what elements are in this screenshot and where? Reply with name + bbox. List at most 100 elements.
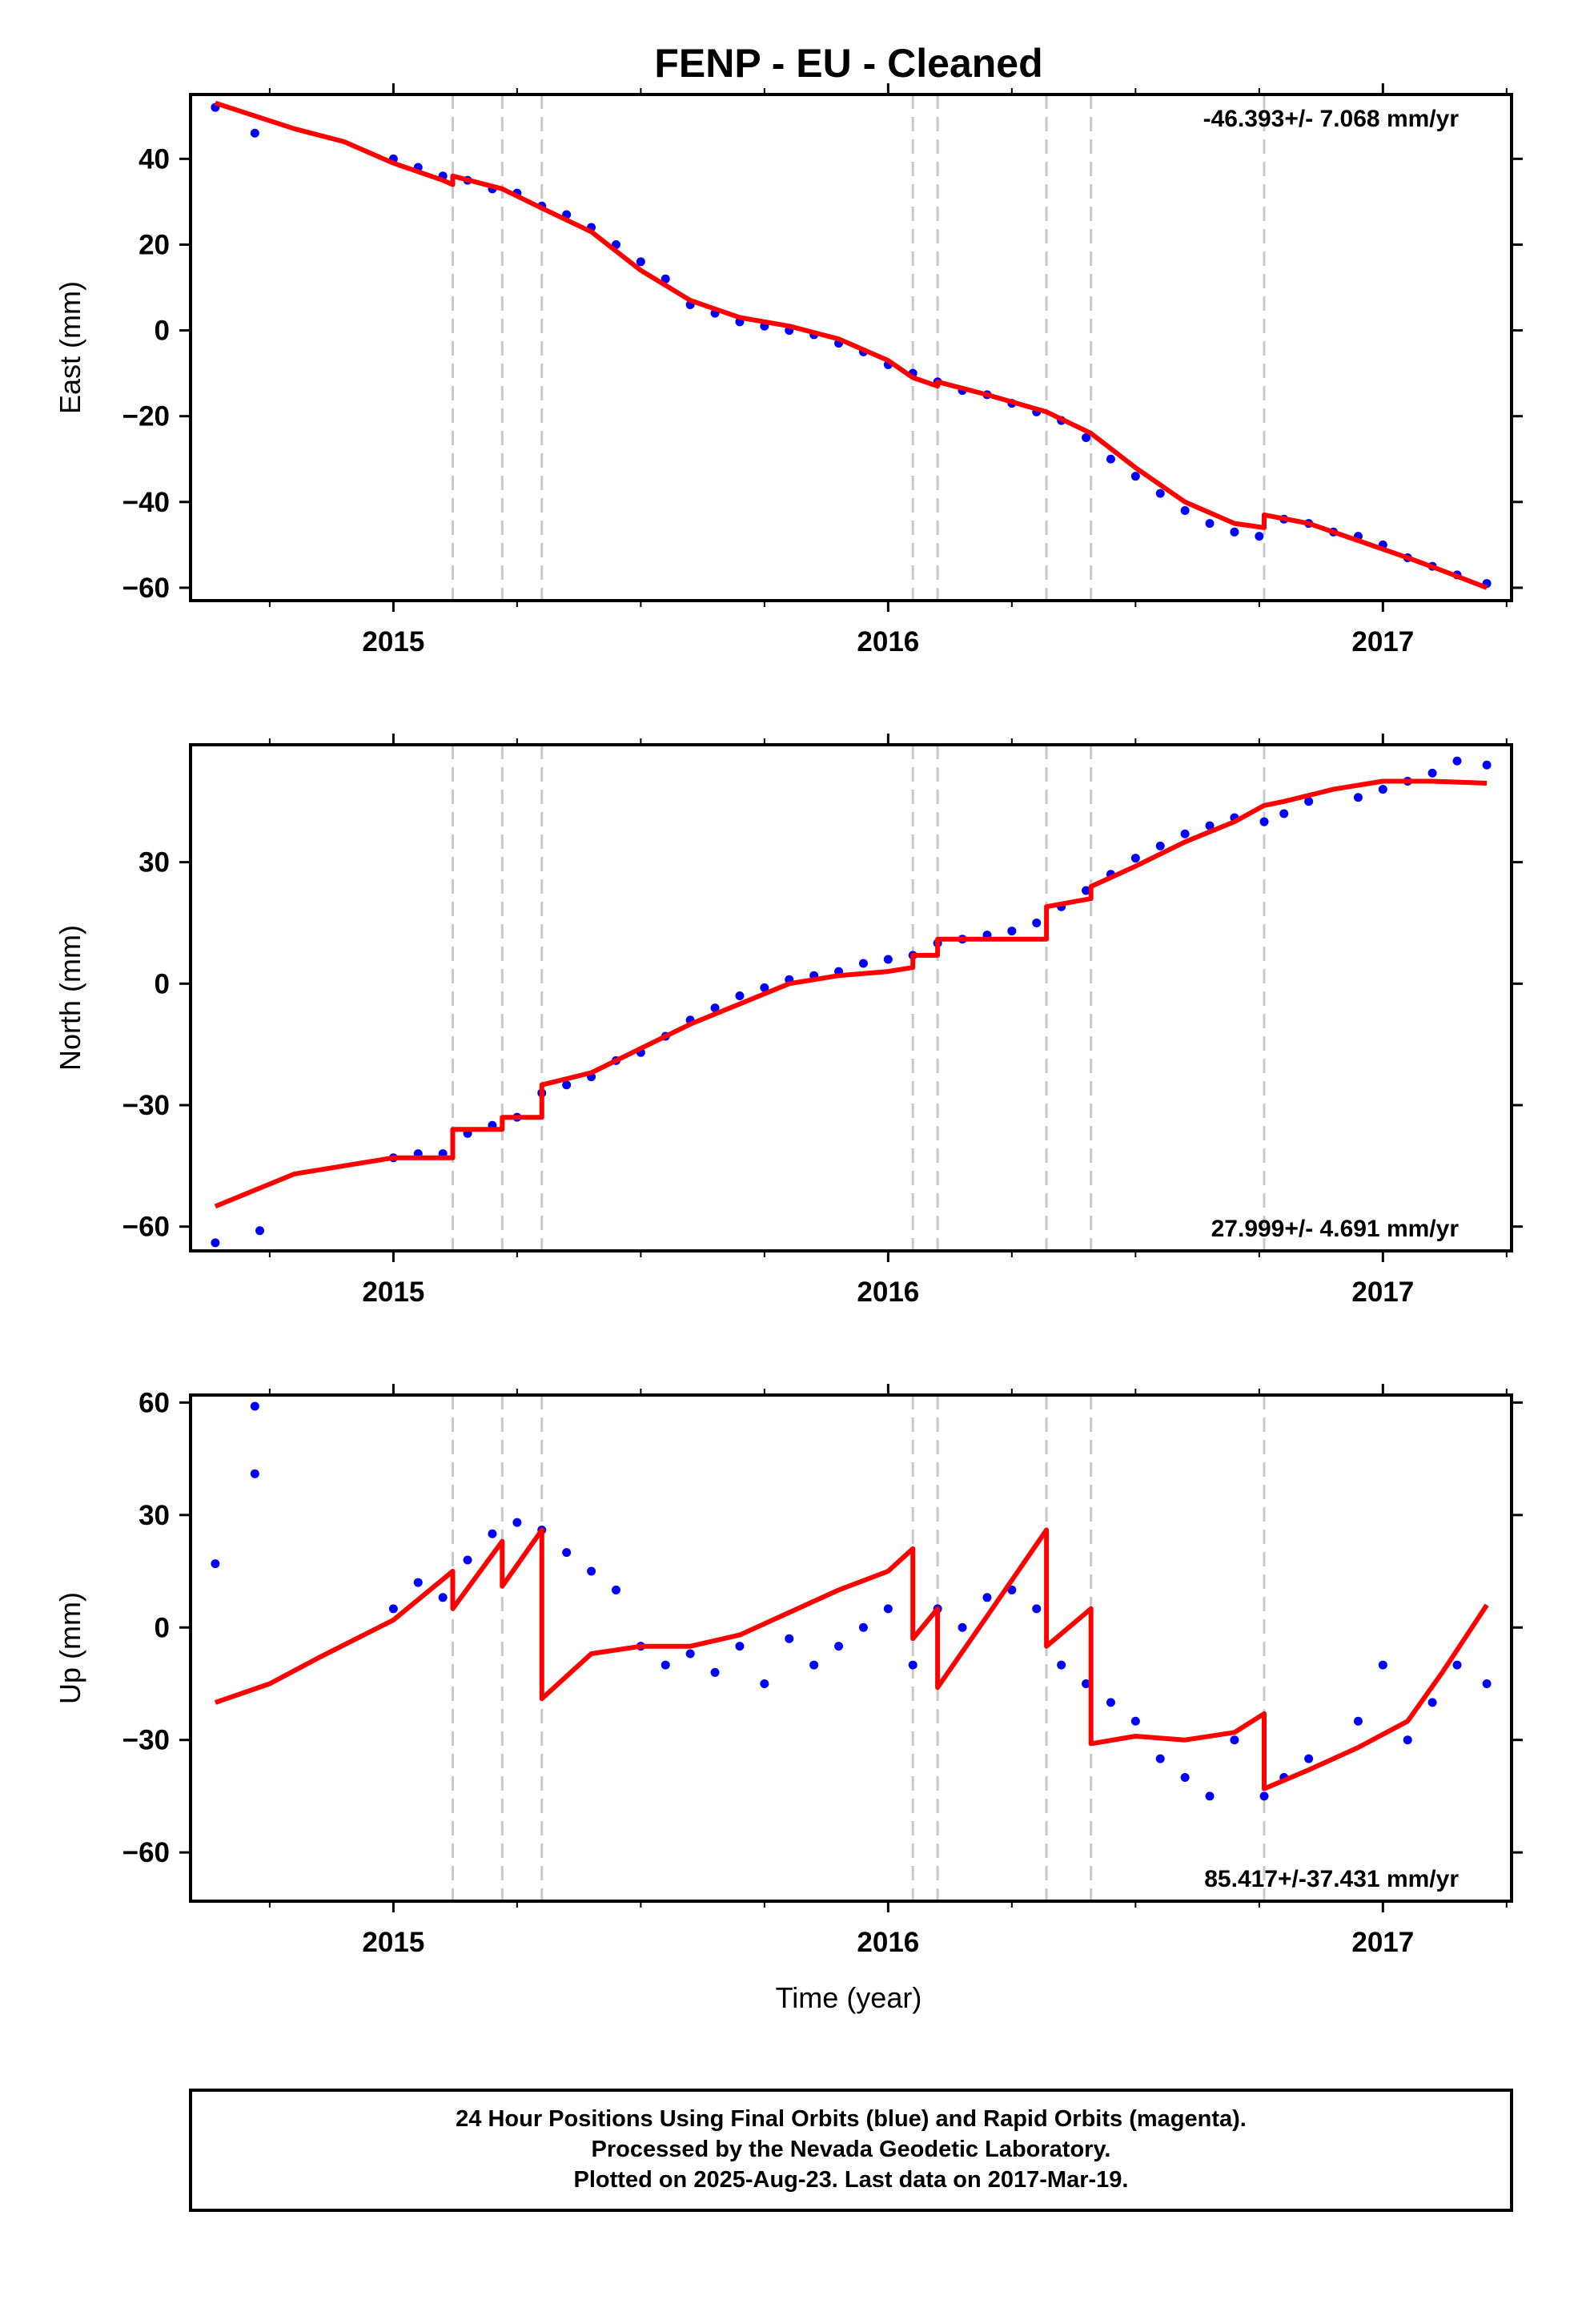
data-point [1205,1791,1215,1801]
y-tick-label: 20 [139,229,170,260]
data-point [388,1604,398,1614]
data-point [661,274,670,283]
data-point [883,955,893,964]
y-tick-label: −60 [122,1212,170,1243]
y-axis-label: East (mm) [54,281,86,414]
data-point [1353,1716,1363,1726]
data-point [562,1080,572,1090]
footer-box: 24 Hour Positions Using Final Orbits (bl… [189,2089,1513,2212]
x-tick-label: 2017 [1351,1927,1414,1958]
data-point [1032,1604,1042,1614]
data-point [413,1578,423,1587]
data-point [1259,1791,1269,1801]
data-point [1007,927,1017,936]
data-point [512,1518,522,1527]
data-point [1130,854,1140,863]
data-point [1304,797,1314,806]
y-tick-label: −60 [122,573,170,604]
data-point [1279,809,1289,818]
data-point [858,1622,868,1632]
data-point [611,1585,620,1594]
panel-frame [189,1393,1513,1903]
data-point [809,1660,819,1670]
x-tick-label: 2015 [362,626,424,657]
data-point [760,1679,769,1688]
x-tick-label: 2015 [362,1277,424,1308]
data-point [1427,768,1437,778]
data-point [587,1566,596,1576]
x-tick-label: 2016 [857,1927,919,1958]
data-point [760,983,769,992]
y-tick-label: −30 [122,1725,170,1756]
panel-1: 2015 2016 2017 40 20 0 −20 −40 −60 East (mm) -46.3… [54,83,1523,657]
data-point [1057,1660,1066,1670]
data-point [1205,519,1215,529]
x-tick-label: 2016 [857,1277,919,1308]
y-tick-label: 40 [139,143,170,175]
data-point [834,1642,844,1651]
panel-frame [189,743,1513,1252]
footer-line-1: 24 Hour Positions Using Final Orbits (bl… [456,2106,1247,2132]
data-point [1378,785,1387,794]
data-point [785,1634,794,1643]
y-tick-label: 0 [155,1612,170,1643]
panel-2: 2015 2016 2017 30 0 −30 −60 North (mm) 27.999+/-… [54,734,1523,1308]
data-point [1403,1735,1412,1745]
data-point [1180,1773,1190,1783]
data-point [1106,454,1115,464]
data-point [858,959,868,968]
data-point [1082,432,1091,442]
y-tick-label: −20 [122,401,170,432]
y-tick-label: 0 [155,316,170,347]
data-point [685,1649,695,1659]
y-axis-label: North (mm) [54,925,86,1071]
rate-annotation: -46.393+/- 7.068 mm/yr [1203,106,1460,132]
data-point [982,1593,992,1602]
y-tick-label: −60 [122,1837,170,1868]
data-point [710,1667,720,1677]
data-point [1353,793,1363,802]
panels-group: 2015 2016 2017 40 20 0 −20 −40 −60 East (mm) -46.3… [54,83,1523,1958]
x-tick-label: 2017 [1351,1277,1414,1308]
footer-line-2: Processed by the Nevada Geodetic Laborat… [592,2137,1111,2162]
data-point [562,1548,572,1558]
data-point [211,1559,220,1569]
data-point [735,1642,745,1651]
panel-frame [189,93,1513,602]
data-point [636,257,645,267]
y-tick-label: 60 [139,1387,170,1418]
rate-annotation: 85.417+/-37.431 mm/yr [1204,1866,1459,1892]
panel-3: 2015 2016 2017 60 30 0 −30 −60 Up (mm) 85.417+/-3… [54,1384,1523,1958]
data-point [1082,886,1091,895]
x-axis-label: Time (year) [776,1981,922,2014]
data-point [250,1469,259,1478]
x-tick-label: 2017 [1351,626,1414,657]
data-point [1230,527,1239,537]
data-point [1155,1754,1165,1763]
data-point [1230,1735,1239,1745]
data-point [710,1003,720,1013]
chart-title: FENP - EU - Cleaned [654,41,1042,86]
data-point [438,1593,448,1602]
data-point [1180,506,1190,516]
data-point [735,991,745,1000]
data-point [1130,472,1140,481]
rate-annotation: 27.999+/- 4.691 mm/yr [1211,1216,1460,1242]
data-point [1130,1716,1140,1726]
y-axis-label: Up (mm) [54,1592,86,1704]
footer-line-3: Plotted on 2025-Aug-23. Last data on 201… [574,2167,1129,2193]
data-point [1452,1660,1462,1670]
y-tick-label: 30 [139,1500,170,1531]
data-point [1452,756,1462,766]
data-point [1155,841,1165,850]
data-point [1180,829,1190,838]
x-tick-label: 2016 [857,626,919,657]
data-point [1259,817,1269,826]
model-line [214,1527,1489,1791]
model-line [214,778,1488,1209]
data-point [908,1660,917,1670]
y-tick-label: 0 [155,968,170,999]
data-point [883,1604,893,1614]
data-point [1378,1660,1387,1670]
